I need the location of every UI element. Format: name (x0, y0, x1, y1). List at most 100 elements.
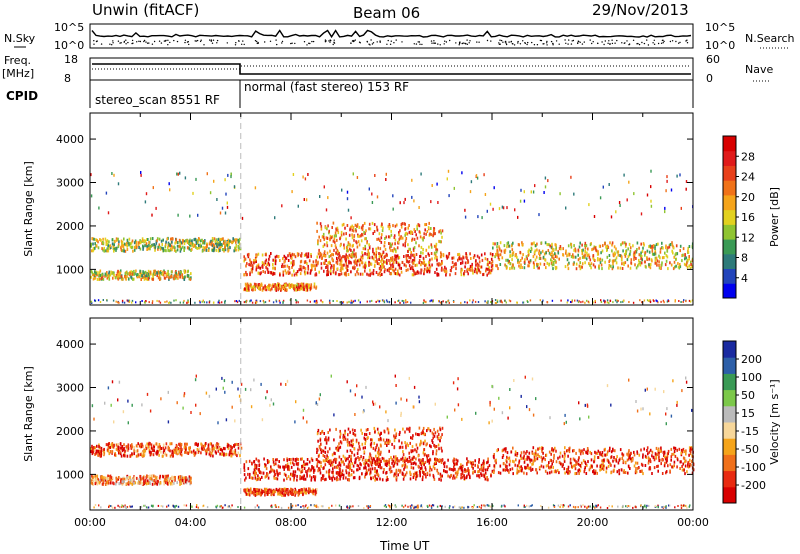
echo-cell (428, 261, 430, 264)
echo-cell (194, 243, 196, 247)
echo-cell (115, 300, 117, 303)
echo-cell (494, 302, 497, 304)
echo-cell (436, 248, 439, 252)
nsearch-point (176, 40, 179, 43)
echo-cell (92, 475, 95, 479)
echo-cell (577, 253, 579, 257)
echo-cell (381, 229, 384, 233)
echo-cell (245, 460, 248, 464)
echo-cell (300, 268, 303, 272)
echo-cell (411, 237, 414, 241)
echo-cell (179, 242, 181, 246)
echo-cell (156, 482, 158, 486)
echo-cell (391, 256, 394, 259)
echo-cell (283, 467, 285, 471)
echo-cell (518, 264, 520, 268)
echo-cell (299, 477, 301, 481)
echo-cell (382, 457, 385, 461)
echo-cell (503, 244, 506, 248)
echo-cell (422, 238, 424, 242)
echo-cell (222, 237, 224, 241)
echo-cell (364, 462, 366, 466)
echo-cell (432, 300, 434, 303)
echo-cell (617, 299, 619, 302)
echo-cell (243, 301, 246, 304)
echo-cell (337, 231, 340, 235)
echo-cell (205, 246, 207, 249)
echo-cell (335, 246, 337, 250)
echo-cell (153, 449, 155, 453)
echo-cell (477, 263, 480, 267)
echo-cell (128, 241, 130, 245)
echo-cell (424, 439, 426, 443)
echo-cell (173, 276, 175, 280)
echo-cell (432, 475, 435, 479)
echo-cell (399, 301, 401, 304)
echo-cell (291, 252, 294, 256)
echo-cell (145, 478, 147, 482)
echo-cell (142, 247, 144, 251)
echo-cell (388, 242, 390, 245)
echo-cell (457, 470, 459, 474)
echo-cell (364, 261, 367, 265)
echo-cell (491, 263, 494, 267)
echo-cell (328, 462, 331, 465)
echo-cell (364, 473, 367, 476)
echo-cell (394, 272, 397, 276)
nsearch-point (531, 41, 533, 44)
echo-cell (341, 188, 343, 192)
echo-cell (239, 444, 241, 448)
echo-cell (103, 476, 105, 480)
echo-cell (106, 299, 108, 302)
echo-cell (496, 250, 498, 254)
nsearch-point (294, 42, 296, 45)
echo-cell (208, 448, 210, 452)
echo-cell (207, 445, 210, 449)
echo-cell (109, 244, 112, 248)
echo-cell (322, 459, 325, 463)
echo-cell (386, 268, 389, 272)
echo-cell (173, 245, 175, 249)
echo-cell (477, 268, 480, 272)
echo-cell (599, 261, 602, 265)
echo-cell (201, 447, 203, 451)
echo-cell (627, 264, 629, 268)
echo-cell (277, 472, 279, 476)
echo-cell (344, 437, 347, 441)
nsearch-point (160, 42, 163, 44)
echo-cell (486, 273, 488, 277)
echo-cell (126, 248, 129, 251)
echo-cell (351, 255, 353, 259)
echo-cell (341, 223, 344, 227)
echo-cell (469, 252, 471, 256)
echo-cell (446, 256, 448, 260)
echo-cell (383, 265, 385, 269)
echo-cell (489, 202, 492, 206)
echo-cell (150, 443, 153, 447)
echo-cell (119, 450, 121, 454)
echo-cell (206, 448, 208, 452)
nsearch-point (329, 41, 331, 43)
echo-cell (433, 244, 436, 248)
echo-cell (116, 238, 118, 242)
echo-cell (531, 242, 534, 246)
echo-cell (253, 468, 256, 472)
echo-cell (333, 248, 335, 252)
echo-cell (143, 454, 145, 458)
echo-cell (257, 252, 260, 256)
echo-cell (478, 460, 480, 464)
echo-cell (155, 206, 157, 210)
echo-cell (205, 452, 208, 456)
echo-cell (178, 442, 180, 446)
echo-cell (299, 474, 301, 478)
echo-cell (303, 467, 306, 470)
echo-cell (504, 263, 506, 267)
nsearch-point (123, 41, 125, 43)
echo-cell (489, 271, 492, 275)
echo-cell (223, 248, 226, 251)
echo-cell (290, 284, 292, 287)
echo-cell (389, 248, 392, 252)
echo-cell (147, 445, 150, 449)
echo-cell (499, 263, 502, 266)
echo-cell (277, 286, 279, 290)
